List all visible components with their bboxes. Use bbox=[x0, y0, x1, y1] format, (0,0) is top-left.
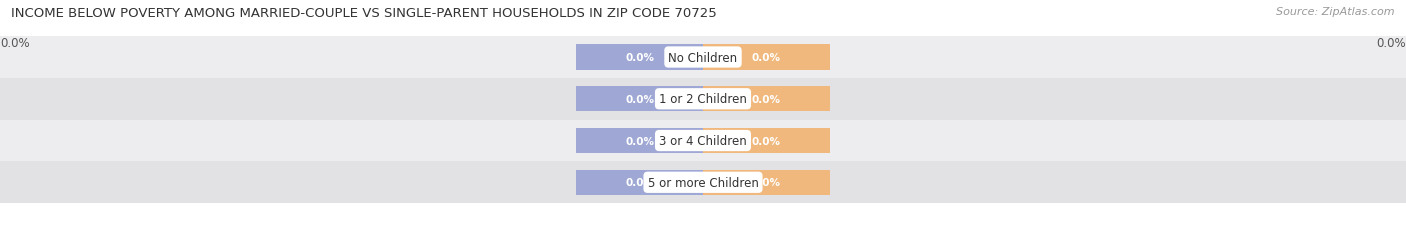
Text: 0.0%: 0.0% bbox=[626, 177, 654, 188]
Text: 0.0%: 0.0% bbox=[626, 53, 654, 63]
Bar bbox=[703, 87, 830, 112]
Text: 3 or 4 Children: 3 or 4 Children bbox=[659, 134, 747, 147]
Text: No Children: No Children bbox=[668, 51, 738, 64]
Text: 0.0%: 0.0% bbox=[752, 177, 780, 188]
Bar bbox=[703, 128, 830, 153]
Bar bbox=[703, 170, 830, 195]
Text: 0.0%: 0.0% bbox=[752, 94, 780, 104]
Text: Source: ZipAtlas.com: Source: ZipAtlas.com bbox=[1277, 7, 1395, 17]
Text: 0.0%: 0.0% bbox=[626, 136, 654, 146]
Text: 0.0%: 0.0% bbox=[752, 136, 780, 146]
Bar bbox=[576, 170, 703, 195]
Bar bbox=[0, 79, 1406, 120]
Bar bbox=[0, 162, 1406, 203]
Bar bbox=[576, 45, 703, 70]
Bar bbox=[576, 87, 703, 112]
Text: INCOME BELOW POVERTY AMONG MARRIED-COUPLE VS SINGLE-PARENT HOUSEHOLDS IN ZIP COD: INCOME BELOW POVERTY AMONG MARRIED-COUPL… bbox=[11, 7, 717, 20]
Text: 1 or 2 Children: 1 or 2 Children bbox=[659, 93, 747, 106]
Text: 0.0%: 0.0% bbox=[1376, 37, 1406, 50]
Bar bbox=[576, 128, 703, 153]
Text: 0.0%: 0.0% bbox=[626, 94, 654, 104]
Text: 0.0%: 0.0% bbox=[752, 53, 780, 63]
Bar bbox=[0, 120, 1406, 162]
Text: 5 or more Children: 5 or more Children bbox=[648, 176, 758, 189]
Text: 0.0%: 0.0% bbox=[0, 37, 30, 50]
Bar bbox=[0, 37, 1406, 79]
Bar bbox=[703, 45, 830, 70]
